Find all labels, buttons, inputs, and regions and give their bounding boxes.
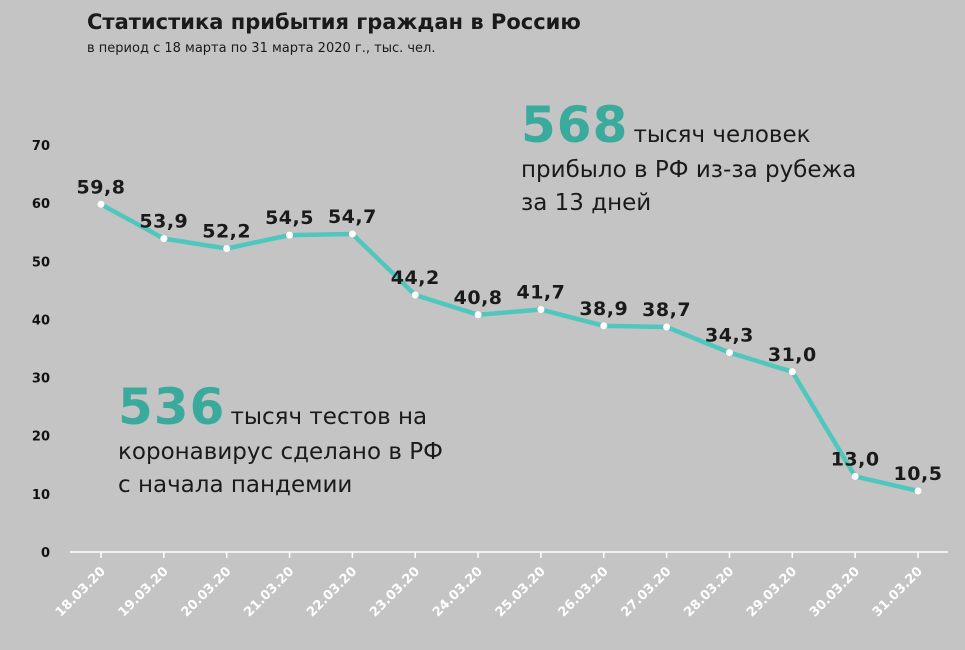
x-tick-label: 19.03.20 [116, 564, 172, 620]
data-point [411, 291, 419, 299]
y-tick-label: 50 [32, 255, 50, 270]
callout-tests: 536 тысяч тестов на коронавирус сделано … [118, 378, 443, 502]
y-tick-label: 60 [32, 197, 50, 212]
x-tick-label: 31.03.20 [870, 564, 926, 620]
data-label: 13,0 [831, 448, 880, 470]
x-tick-label: 29.03.20 [744, 564, 800, 620]
x-tick-label: 27.03.20 [618, 564, 674, 620]
x-tick-label: 18.03.20 [53, 564, 109, 620]
callout-tests-line2: коронавирус сделано в РФ [118, 439, 443, 465]
data-labels: 59,8 53,9 52,2 54,5 54,7 44,2 40,8 41,7 38,9 38,7… [77, 176, 943, 485]
data-label: 40,8 [454, 287, 503, 309]
data-label: 10,5 [894, 463, 943, 485]
callout-arrivals-line3: за 13 дней [521, 190, 652, 216]
data-label: 38,7 [642, 299, 691, 321]
data-point [348, 230, 356, 238]
data-label: 54,5 [265, 207, 314, 229]
callout-arrivals-line2: прибыло в РФ из-за рубежа [521, 157, 857, 183]
data-label: 59,8 [77, 176, 126, 198]
chart-subtitle: в период с 18 марта по 31 марта 2020 г.,… [87, 41, 436, 56]
chart-title: Статистика прибытия граждан в Россию [87, 10, 581, 34]
series-line [98, 202, 921, 494]
callout-arrivals-line1: тысяч человек [633, 122, 811, 148]
callout-tests-line1: тысяч тестов на [230, 404, 428, 430]
x-tick-label: 26.03.20 [556, 564, 612, 620]
data-point [474, 311, 482, 319]
x-tick-label: 25.03.20 [493, 564, 549, 620]
data-label: 52,2 [202, 220, 251, 242]
data-label: 38,9 [579, 298, 628, 320]
x-tick-label: 21.03.20 [241, 564, 297, 620]
data-label: 34,3 [705, 325, 754, 347]
series-arrivals [97, 200, 922, 495]
y-axis: 0 10 20 30 40 50 60 70 [32, 139, 50, 561]
data-point [286, 231, 294, 239]
data-label: 53,9 [139, 211, 188, 233]
data-point [97, 200, 105, 208]
callout-tests-line3: с начала пандемии [118, 472, 353, 498]
data-point [725, 349, 733, 357]
data-point [663, 323, 671, 331]
callout-arrivals: 568 тысяч человек прибыло в РФ из-за руб… [521, 96, 856, 220]
data-point [788, 368, 796, 376]
callout-tests-number: 536 [118, 378, 226, 436]
x-tick-label: 30.03.20 [807, 564, 863, 620]
data-point [537, 306, 545, 314]
y-tick-label: 20 [32, 430, 50, 445]
data-point [223, 244, 231, 252]
y-tick-label: 40 [32, 313, 50, 328]
data-label: 44,2 [391, 267, 440, 289]
x-tick-label: 24.03.20 [430, 564, 486, 620]
y-tick-label: 10 [32, 488, 50, 503]
x-axis: 18.03.20 19.03.20 20.03.20 21.03.20 22.03.20… [53, 551, 948, 620]
data-label: 31,0 [768, 344, 817, 366]
x-tick-label: 28.03.20 [681, 564, 737, 620]
data-point [914, 487, 922, 495]
data-point [851, 472, 859, 480]
y-tick-label: 0 [41, 546, 50, 561]
data-point [160, 235, 168, 243]
callout-arrivals-number: 568 [521, 96, 629, 154]
data-label: 41,7 [516, 282, 565, 304]
x-tick-label: 22.03.20 [304, 564, 360, 620]
x-tick-label: 23.03.20 [367, 564, 423, 620]
y-tick-label: 70 [32, 139, 50, 154]
data-point [600, 322, 608, 330]
data-label: 54,7 [328, 206, 377, 228]
y-tick-label: 30 [32, 372, 50, 387]
x-tick-label: 20.03.20 [179, 564, 235, 620]
